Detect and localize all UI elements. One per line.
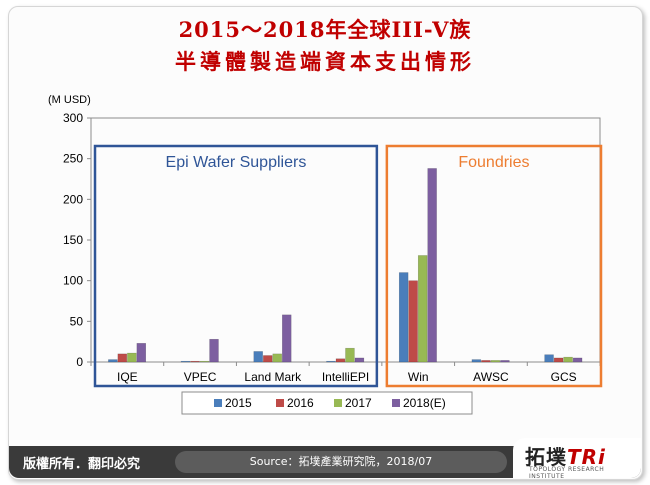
bar-land-mark-2016	[263, 355, 273, 363]
x-category-label: Win	[408, 370, 429, 384]
bar-iqe-2016	[117, 353, 128, 363]
legend-label: 2015	[225, 396, 252, 410]
bar-awsc-2016	[481, 360, 491, 363]
bar-iqe-2015	[108, 359, 118, 363]
logo-mark: 拓墣TRi	[525, 441, 606, 470]
bar-vpec-2015	[180, 360, 191, 363]
x-category-label: AWSC	[473, 370, 509, 384]
bar-vpec-2017	[199, 360, 210, 363]
y-tick-label: 50	[70, 314, 84, 328]
bar-awsc-2015	[471, 359, 482, 363]
y-tick-label: 300	[63, 111, 83, 125]
x-category-label: Land Mark	[244, 370, 302, 384]
legend-swatch	[276, 399, 284, 407]
group-box-epi	[93, 144, 379, 388]
y-tick-label: 100	[63, 274, 83, 288]
x-category-label: VPEC	[184, 370, 217, 384]
x-category-label: GCS	[551, 370, 577, 384]
legend-label: 2018(E)	[403, 396, 446, 410]
bar-vpec-2016	[190, 360, 200, 363]
group-label: Foundries	[458, 154, 529, 171]
legend-label: 2017	[345, 396, 372, 410]
logo-tri: TRi	[567, 445, 606, 469]
bar-gcs-2015	[544, 354, 554, 363]
y-axis-label: (M USD)	[48, 94, 91, 106]
bar-awsc-2017	[490, 360, 501, 363]
bar-intelliepi-2015	[326, 360, 336, 363]
bar-win-2015	[398, 272, 409, 363]
logo: 拓墣TRi TOPOLOGY RESEARCH INSTITUTE	[513, 438, 641, 480]
bar-land-mark-2018E	[282, 314, 292, 363]
legend-label: 2016	[287, 396, 314, 410]
x-category-label: IntelliEPI	[322, 370, 369, 384]
chart-title-line2: 半導體製造端資本支出情形	[175, 49, 475, 74]
bar-intelliepi-2016	[335, 358, 346, 363]
logo-subtitle: TOPOLOGY RESEARCH INSTITUTE	[529, 466, 605, 480]
bar-iqe-2017	[127, 352, 137, 363]
footer: 版權所有．翻印必究 Source：拓墣產業研究院，2018/07 拓墣TRi T…	[9, 438, 641, 480]
x-category-label: IQE	[117, 370, 138, 384]
bar-gcs-2017	[563, 356, 573, 363]
y-tick-label: 0	[76, 355, 83, 369]
bar-land-mark-2015	[253, 351, 263, 363]
bar-win-2016	[408, 280, 418, 363]
bar-intelliepi-2018E	[354, 357, 365, 363]
bar-iqe-2018E	[136, 343, 147, 363]
bar-gcs-2016	[553, 357, 564, 363]
logo-text: 拓墣	[525, 445, 567, 469]
y-tick-label: 150	[63, 233, 83, 247]
bar-gcs-2018E	[572, 357, 583, 363]
bar-win-2018E	[427, 168, 437, 363]
legend-box	[181, 391, 473, 415]
bar-intelliepi-2017	[345, 347, 355, 363]
y-tick-label: 250	[63, 152, 83, 166]
source-text: Source：拓墣產業研究院，2018/07	[175, 451, 507, 473]
y-tick-label: 200	[63, 192, 83, 206]
bar-land-mark-2017	[272, 353, 282, 363]
legend-swatch	[334, 399, 342, 407]
chart-title-line1: 2015～2018年全球III-V族	[178, 17, 472, 42]
legend-swatch	[214, 399, 222, 407]
copyright-text: 版權所有．翻印必究	[23, 457, 141, 472]
bar-chart: 0 50 100 150 200 250 300 (M USD) IQE VPEC Land Mar…	[48, 94, 603, 415]
bar-awsc-2018E	[500, 360, 510, 363]
legend-swatch	[392, 399, 400, 407]
bar-win-2017	[417, 255, 428, 363]
group-label: Epi Wafer Suppliers	[166, 154, 307, 171]
bar-vpec-2018E	[209, 338, 219, 363]
group-box-foundries	[385, 144, 603, 388]
